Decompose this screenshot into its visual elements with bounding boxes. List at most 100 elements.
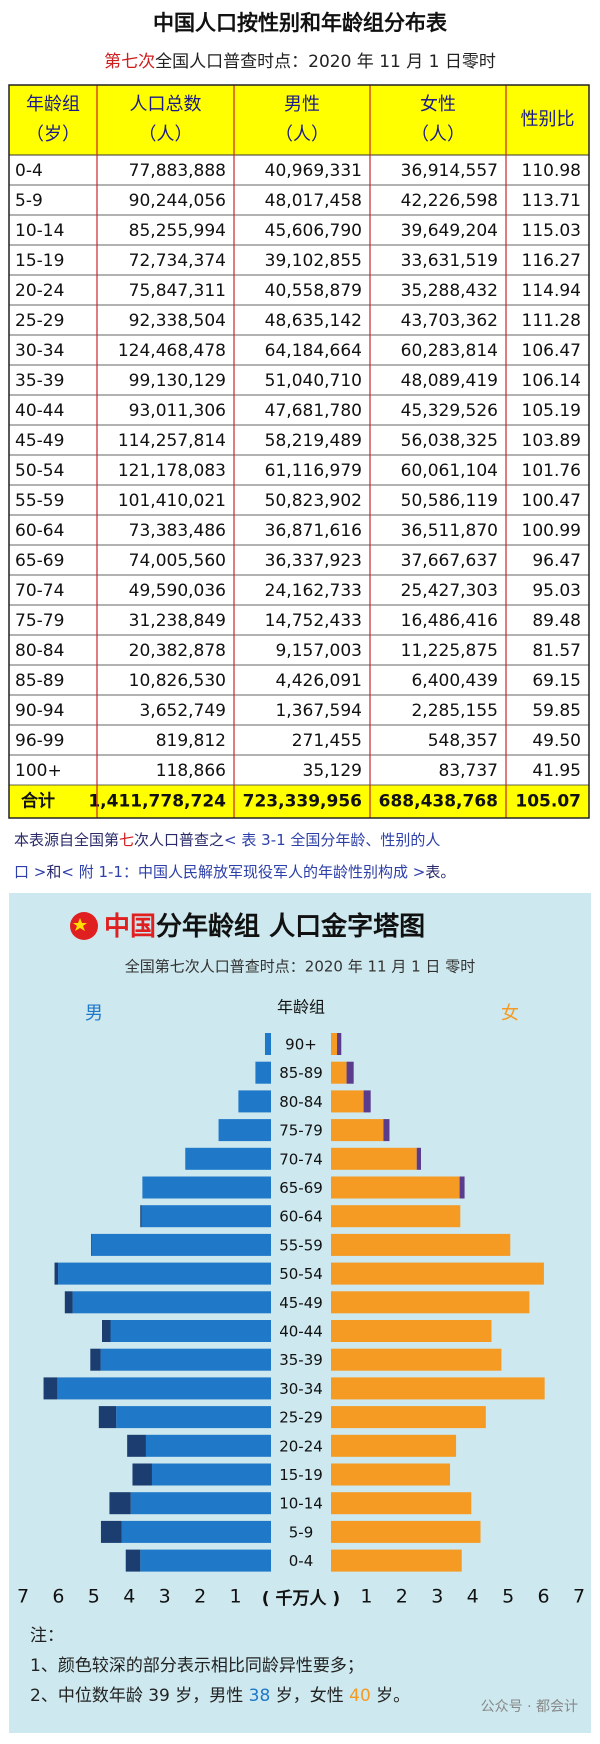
bar (331, 1061, 347, 1084)
category-axis-title: 年龄组 (277, 998, 325, 1017)
column-header: （岁） (26, 124, 80, 145)
bar-excess (127, 1434, 146, 1457)
text-segment: 40 (349, 1686, 371, 1706)
table-cell: 36,914,557 (401, 161, 498, 181)
text-segment: 1、颜色较深的部分表示相比同龄异性要多； (30, 1656, 364, 1676)
table-cell: 40,558,879 (265, 281, 362, 301)
table-cell: 45-49 (15, 431, 64, 451)
table-cell: 93,011,306 (129, 401, 226, 421)
bar-excess (91, 1233, 92, 1256)
x-tick-label: 3 (431, 1586, 443, 1608)
column-header: （人） (139, 124, 193, 145)
table-cell: 113.71 (522, 191, 581, 211)
table-cell: 114,257,814 (118, 431, 226, 451)
bar-excess (109, 1492, 131, 1515)
table-cell: 33,631,519 (401, 251, 498, 271)
x-tick-label: 5 (88, 1586, 100, 1608)
table-cell: 4,426,091 (275, 671, 362, 691)
category-label: 20-24 (279, 1437, 323, 1455)
table-cell: 58,219,489 (265, 431, 362, 451)
bar (218, 1119, 271, 1142)
table-cell: 9,157,003 (275, 641, 362, 661)
x-tick-label: 4 (123, 1586, 135, 1608)
table-cell: 48,017,458 (265, 191, 362, 211)
table-cell: 15-19 (15, 251, 64, 271)
x-tick-label: 7 (17, 1586, 29, 1608)
table-cell: 64,184,664 (265, 341, 362, 361)
bar (331, 1176, 460, 1199)
category-label: 40-44 (279, 1323, 323, 1341)
text-segment: 第七次 (104, 52, 155, 72)
table-cell: 1,411,778,724 (88, 792, 226, 812)
table-cell: 48,635,142 (265, 311, 362, 331)
table-cell: 70-74 (15, 581, 64, 601)
table-cell: 56,038,325 (401, 431, 498, 451)
bar-excess (363, 1090, 371, 1113)
bar-excess (132, 1463, 152, 1486)
bar-excess (43, 1377, 58, 1400)
bar-excess (98, 1406, 117, 1429)
table-cell: 5-9 (15, 191, 43, 211)
text-segment: 岁，女性 (270, 1686, 349, 1706)
bar (58, 1262, 272, 1285)
text-segment: 注： (30, 1626, 64, 1646)
table-cell: 105.19 (522, 401, 581, 421)
bar (331, 1377, 545, 1400)
table-cell: 69.15 (532, 671, 581, 691)
table-cell: 100+ (15, 761, 62, 781)
bar-excess (64, 1291, 73, 1314)
bar (140, 1549, 271, 1572)
x-tick-label: 3 (159, 1586, 171, 1608)
table-cell: 110.98 (522, 161, 581, 181)
table-cell: 271,455 (292, 731, 362, 751)
bar (130, 1492, 271, 1515)
table-cell: 48,089,419 (401, 371, 498, 391)
bar (331, 1090, 364, 1113)
bar-excess (102, 1320, 111, 1342)
table-border (8, 84, 590, 819)
table-cell: 115.03 (522, 221, 581, 241)
bar (57, 1377, 271, 1400)
table-cell: 51,040,710 (265, 371, 362, 391)
table-cell: 85,255,994 (129, 221, 226, 241)
column-header: （人） (411, 124, 465, 145)
table-cell: 72,734,374 (129, 251, 226, 271)
bar (238, 1090, 271, 1113)
column-header: 人口总数 (130, 94, 202, 115)
table-cell: 35-39 (15, 371, 64, 391)
x-axis-title: ( 千万人 ) (262, 1589, 340, 1609)
table-cell: 30-34 (15, 341, 64, 361)
table-cell: 43,703,362 (401, 311, 498, 331)
table-cell: 10,826,530 (129, 671, 226, 691)
text-line: 第七次全国人口普查时点：2020 年 11 月 1 日零时 (104, 52, 496, 72)
table-cell: 89.48 (532, 611, 581, 631)
category-label: 0-4 (289, 1552, 314, 1570)
bar-excess (383, 1119, 390, 1142)
category-label: 65-69 (279, 1179, 323, 1197)
bar (331, 1205, 461, 1228)
x-tick-label: 6 (52, 1586, 64, 1608)
column-header: 男性 (284, 94, 320, 115)
bar (151, 1463, 271, 1486)
text-line: 口 >和< 附 1-1：中国人民解放军现役军人的年龄性别构成 >表。 (14, 863, 455, 881)
table-cell: 25-29 (15, 311, 64, 331)
x-tick-label: 1 (230, 1586, 242, 1608)
table-cell: 39,649,204 (401, 221, 498, 241)
category-label: 30-34 (279, 1380, 323, 1398)
table-cell: 101,410,021 (118, 491, 226, 511)
table-cell: 10-14 (15, 221, 64, 241)
bar (110, 1320, 271, 1342)
bar (141, 1205, 271, 1228)
text-segment: 全国人口普查时点：2020 年 11 月 1 日零时 (155, 52, 496, 72)
table-cell: 95.03 (532, 581, 581, 601)
category-label: 45-49 (279, 1294, 323, 1312)
bar-excess (100, 1520, 122, 1543)
table-cell: 36,871,616 (265, 521, 362, 541)
table-cell: 96-99 (15, 731, 64, 751)
category-label: 25-29 (279, 1409, 323, 1427)
table-cell: 55-59 (15, 491, 64, 511)
bar (331, 1033, 338, 1055)
text-segment: 七 (119, 831, 134, 849)
bar (255, 1061, 271, 1084)
